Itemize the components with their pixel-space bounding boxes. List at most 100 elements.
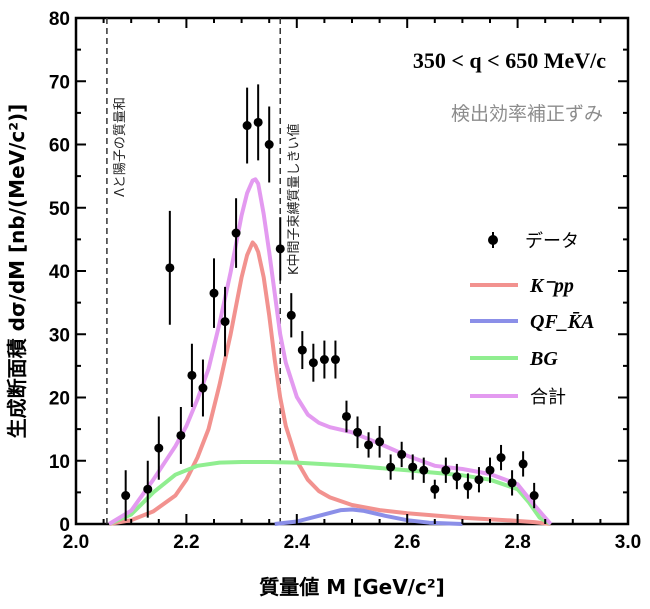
data-point <box>330 340 340 379</box>
y-tick-label: 80 <box>49 9 70 30</box>
data-marker <box>485 465 495 475</box>
legend-label-bg: BG <box>529 348 558 370</box>
legend: データ K⁻pp QF_K̄A BG 合計 <box>470 231 594 408</box>
data-point <box>386 454 396 480</box>
data-point <box>198 359 208 417</box>
data-point <box>529 482 539 509</box>
data-point <box>507 470 517 496</box>
data-point <box>441 457 451 483</box>
data-marker <box>430 484 440 494</box>
data-marker <box>341 411 351 421</box>
legend-label-qf: QF_K̄A <box>530 311 594 333</box>
vline-label-lambda-proton: Λと陽子の質量和 <box>113 97 128 197</box>
data-point <box>253 84 263 161</box>
vline-label-kaon-threshold: K中間子束縛質量しきい値 <box>286 123 302 275</box>
data-point <box>231 198 241 268</box>
x-axis-ticks: 2.0 2.2 2.4 2.6 2.8 3.0 <box>63 18 641 553</box>
legend-item-bg: BG <box>470 348 558 370</box>
y-axis-title: 生成断面積 dσ/dM [nb/(MeV/c²)] <box>5 104 29 439</box>
data-marker <box>463 481 473 491</box>
x-tick-label: 2.2 <box>173 532 199 553</box>
data-point <box>496 444 506 471</box>
data-marker <box>275 244 285 254</box>
y-tick-label: 20 <box>49 389 70 410</box>
data-point <box>319 340 329 379</box>
x-tick-label: 2.0 <box>63 532 89 553</box>
data-point <box>364 432 374 458</box>
data-marker <box>330 355 340 365</box>
data-marker <box>386 462 396 472</box>
data-marker <box>231 228 241 238</box>
data-point <box>242 87 252 164</box>
legend-label-data: データ <box>525 231 579 252</box>
x-axis-title: 質量値 M [GeV/c²] <box>259 575 445 599</box>
data-marker <box>319 355 329 365</box>
data-point <box>275 217 285 281</box>
data-marker <box>529 491 539 501</box>
y-axis-ticks: 0 10 20 30 40 50 60 70 80 <box>49 9 628 536</box>
x-tick-label: 2.4 <box>284 532 311 553</box>
y-tick-label: 30 <box>49 325 70 346</box>
data-point <box>220 286 230 357</box>
data-marker <box>143 484 153 494</box>
data-point <box>264 106 274 183</box>
legend-label-kpp: K⁻pp <box>529 275 574 297</box>
series-line-2 <box>274 507 463 526</box>
data-point <box>176 406 186 464</box>
data-point <box>286 293 296 338</box>
y-tick-label: 0 <box>59 515 70 536</box>
data-point <box>187 343 197 407</box>
legend-item-total: 合計 <box>470 387 566 408</box>
data-point <box>463 473 473 499</box>
data-points <box>121 84 539 521</box>
data-point <box>375 425 385 458</box>
data-point <box>154 416 164 480</box>
data-marker <box>397 449 407 459</box>
data-point <box>485 457 495 483</box>
data-marker <box>507 478 517 488</box>
data-marker <box>441 465 451 475</box>
vertical-lines <box>106 18 281 524</box>
data-marker <box>474 475 484 485</box>
data-point <box>165 210 175 325</box>
data-point <box>419 457 429 483</box>
data-marker <box>264 140 274 149</box>
data-marker <box>154 443 164 453</box>
data-point <box>353 416 363 449</box>
y-tick-label: 50 <box>49 199 70 220</box>
data-marker <box>518 459 528 469</box>
range-annotation: 350 < q < 650 MeV/c <box>413 48 606 73</box>
data-point <box>143 460 153 518</box>
model-curves <box>108 177 553 526</box>
series-line-4 <box>108 177 553 526</box>
series-line-3 <box>108 460 552 526</box>
series-line-1 <box>108 240 551 526</box>
y-tick-label: 70 <box>49 72 70 93</box>
data-point <box>518 451 528 477</box>
data-marker <box>297 345 307 355</box>
x-tick-label: 2.6 <box>394 532 420 553</box>
data-point <box>308 343 318 382</box>
data-marker <box>165 263 175 273</box>
data-point <box>209 258 219 328</box>
data-point <box>430 479 440 499</box>
data-marker <box>375 437 385 447</box>
legend-item-qf: QF_K̄A <box>470 311 594 333</box>
data-marker <box>308 358 318 368</box>
data-marker <box>198 383 208 393</box>
data-point <box>297 331 307 370</box>
data-point <box>474 467 484 493</box>
legend-item-kpp: K⁻pp <box>470 275 574 297</box>
data-point <box>408 454 418 480</box>
data-marker <box>408 462 418 472</box>
data-marker <box>209 288 219 298</box>
y-tick-label: 10 <box>49 452 70 473</box>
data-marker <box>452 472 462 482</box>
x-tick-label: 2.8 <box>504 532 530 553</box>
x-tick-label: 3.0 <box>615 532 641 553</box>
y-tick-label: 40 <box>49 262 70 283</box>
data-point <box>452 463 462 490</box>
y-tick-label: 60 <box>49 136 70 157</box>
legend-item-data: データ <box>488 231 579 252</box>
